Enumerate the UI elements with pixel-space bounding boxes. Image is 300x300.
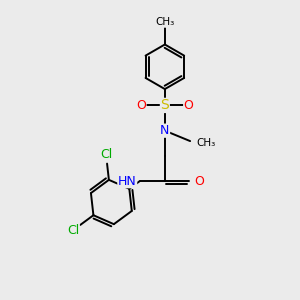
Text: CH₃: CH₃ [196,138,215,148]
Text: O: O [184,99,194,112]
Text: HN: HN [118,175,136,188]
Text: Cl: Cl [100,148,112,161]
Text: N: N [160,124,170,137]
Text: CH₃: CH₃ [155,17,175,27]
Text: O: O [194,175,204,188]
Text: Cl: Cl [67,224,79,237]
Text: S: S [160,98,169,112]
Text: O: O [136,99,146,112]
